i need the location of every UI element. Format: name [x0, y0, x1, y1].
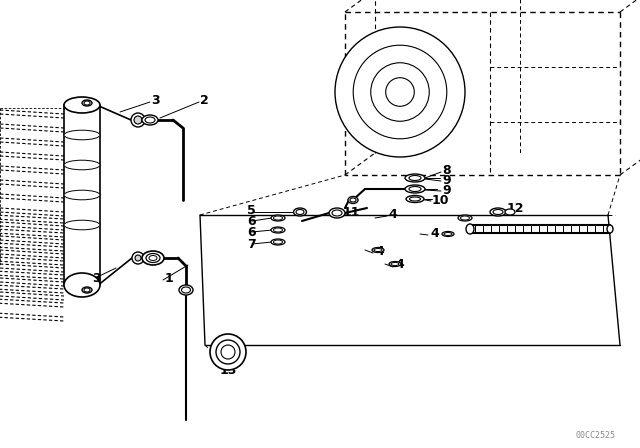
Ellipse shape: [350, 198, 356, 202]
Ellipse shape: [409, 176, 421, 181]
Ellipse shape: [374, 249, 382, 251]
Text: 10: 10: [432, 194, 449, 207]
Ellipse shape: [405, 185, 425, 193]
Circle shape: [386, 78, 414, 106]
Ellipse shape: [466, 224, 474, 234]
Text: 3: 3: [92, 271, 100, 284]
Ellipse shape: [329, 208, 345, 218]
Circle shape: [134, 116, 142, 124]
Ellipse shape: [461, 216, 470, 220]
Text: 6: 6: [247, 225, 255, 238]
Circle shape: [353, 45, 447, 139]
Ellipse shape: [348, 197, 358, 203]
Ellipse shape: [179, 285, 193, 295]
Ellipse shape: [64, 97, 100, 113]
Ellipse shape: [271, 239, 285, 245]
Text: 8: 8: [442, 164, 451, 177]
Ellipse shape: [389, 262, 401, 267]
Ellipse shape: [84, 288, 90, 292]
Ellipse shape: [391, 263, 399, 266]
Circle shape: [132, 252, 144, 264]
Ellipse shape: [405, 174, 425, 182]
Circle shape: [135, 255, 141, 261]
Ellipse shape: [64, 130, 100, 140]
Ellipse shape: [82, 100, 92, 106]
Text: 9: 9: [442, 173, 451, 186]
Ellipse shape: [146, 254, 160, 263]
Ellipse shape: [294, 208, 307, 216]
Ellipse shape: [607, 225, 613, 233]
Circle shape: [216, 340, 240, 364]
Ellipse shape: [64, 273, 100, 297]
Circle shape: [210, 334, 246, 370]
Text: 12: 12: [507, 202, 525, 215]
Circle shape: [371, 63, 429, 121]
Ellipse shape: [296, 210, 304, 215]
Ellipse shape: [406, 195, 424, 202]
Ellipse shape: [64, 160, 100, 170]
Ellipse shape: [84, 101, 90, 105]
Ellipse shape: [64, 190, 100, 200]
Ellipse shape: [493, 210, 503, 215]
Circle shape: [131, 113, 145, 127]
Ellipse shape: [182, 287, 191, 293]
Text: 4: 4: [388, 207, 397, 220]
Text: 3: 3: [151, 94, 159, 107]
Ellipse shape: [505, 209, 515, 215]
Text: 13: 13: [220, 363, 237, 376]
Text: 6: 6: [247, 215, 255, 228]
Ellipse shape: [458, 215, 472, 221]
Ellipse shape: [64, 220, 100, 230]
Ellipse shape: [372, 247, 384, 253]
Text: 5: 5: [247, 203, 256, 216]
Ellipse shape: [409, 186, 421, 191]
Text: 4: 4: [430, 227, 439, 240]
Ellipse shape: [142, 115, 158, 125]
Ellipse shape: [149, 255, 157, 260]
Ellipse shape: [273, 216, 282, 220]
Text: 2: 2: [200, 94, 209, 107]
Ellipse shape: [332, 210, 342, 216]
Ellipse shape: [410, 197, 420, 201]
Text: 4: 4: [395, 258, 404, 271]
Ellipse shape: [271, 215, 285, 221]
Text: 1: 1: [165, 271, 173, 284]
Text: 4: 4: [375, 245, 384, 258]
Text: 00CC2525: 00CC2525: [575, 431, 615, 440]
Circle shape: [221, 345, 235, 359]
Ellipse shape: [145, 117, 155, 123]
Text: 7: 7: [247, 237, 256, 250]
Ellipse shape: [271, 227, 285, 233]
Circle shape: [335, 27, 465, 157]
Ellipse shape: [444, 233, 452, 236]
Ellipse shape: [490, 208, 506, 216]
Ellipse shape: [142, 251, 164, 265]
Ellipse shape: [442, 232, 454, 237]
Text: 9: 9: [442, 184, 451, 197]
Ellipse shape: [82, 287, 92, 293]
Ellipse shape: [273, 228, 282, 232]
Ellipse shape: [273, 240, 282, 244]
Text: 11: 11: [343, 206, 360, 219]
